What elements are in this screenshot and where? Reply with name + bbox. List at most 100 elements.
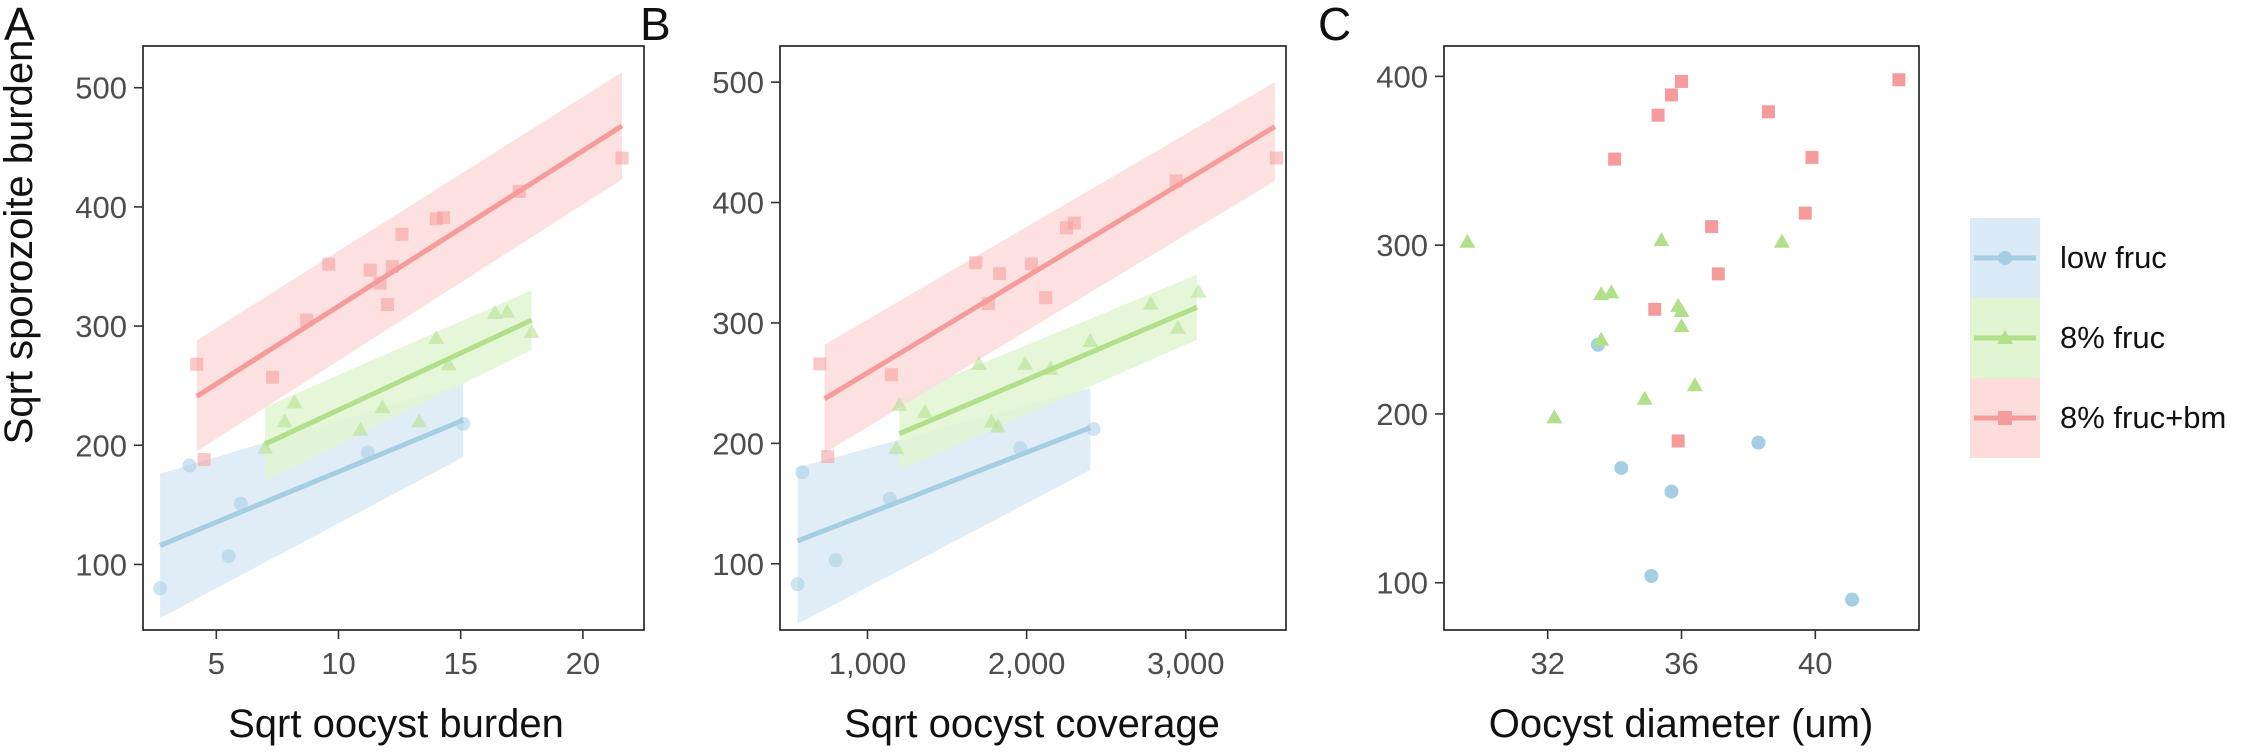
panel-a-fit-line-low-fruc — [159, 417, 465, 548]
panel-a-point-8-fruc-bm — [197, 453, 211, 467]
panel-b-x-axis-title: Sqrt oocyst coverage — [844, 702, 1220, 746]
panel-c-point-low-fruc — [1644, 568, 1659, 583]
panel-c-point-8-fruc-bm — [1651, 108, 1665, 122]
panel-b-point-8-fruc — [1082, 333, 1099, 348]
panel-c-point-8-fruc-bm — [1805, 150, 1819, 164]
panel-a-point-8-fruc-bm — [322, 257, 336, 271]
panel-a-x-tick-label: 20 — [566, 646, 600, 681]
panel-c-point-8-fruc — [1459, 233, 1476, 248]
panel-c-point-low-fruc — [1845, 592, 1860, 607]
panel-c-point-8-fruc — [1593, 331, 1610, 346]
panel-b-point-8-fruc — [916, 404, 933, 419]
panel-b-point-8-fruc — [1190, 283, 1207, 298]
panel-b: 1,000 2,000 3,000 100 200 300 400 500 — [712, 45, 1287, 681]
panel-b-point-8-fruc-bm — [884, 368, 898, 382]
panel-b-y-tick-label: 400 — [712, 186, 764, 221]
panel-c-x-tick-label: 32 — [1530, 646, 1564, 681]
panel-a: 5 10 15 20 100 200 300 400 500 — [75, 45, 645, 681]
panel-c-point-8-fruc-bm — [1761, 105, 1775, 119]
panel-label-c: C — [1318, 0, 1351, 50]
panel-b-point-8-fruc-bm — [993, 267, 1007, 281]
panel-b-y-tick-label: 300 — [712, 306, 764, 341]
legend-label-8-fruc-bm: 8% fruc+bm — [2060, 400, 2226, 435]
panel-b-x-tick-label: 3,000 — [1147, 646, 1225, 681]
panel-label-a: A — [4, 0, 35, 50]
panel-c-point-8-fruc-bm — [1608, 152, 1622, 166]
panel-c-point-8-fruc-bm — [1671, 434, 1685, 448]
panel-a-confidence-band-low-fruc — [160, 383, 464, 619]
panel-a-point-8-fruc — [352, 421, 369, 436]
panel-a-point-8-fruc — [440, 356, 457, 371]
panel-a-point-8-fruc-bm — [266, 370, 280, 384]
panel-a-y-axis-title: Sqrt sporozoite burden — [0, 40, 41, 445]
panel-c: 32 36 40 100 200 300 400 — [1376, 45, 1920, 681]
panel-b-point-8-fruc — [891, 396, 908, 411]
panel-b-point-8-fruc — [970, 355, 987, 370]
panel-b-point-low-fruc — [1086, 421, 1101, 436]
panel-a-point-8-fruc — [276, 413, 293, 428]
panel-a-point-8-fruc-bm — [190, 357, 204, 371]
panel-c-point-8-fruc-bm — [1798, 206, 1812, 220]
panel-c-x-tick-label: 40 — [1798, 646, 1832, 681]
panel-a-point-low-fruc — [221, 549, 236, 564]
panel-b-y-tick-label: 200 — [712, 426, 764, 461]
panel-a-fit-line-8-fruc — [264, 317, 533, 447]
panel-c-point-8-fruc-bm — [1675, 74, 1688, 88]
panel-c-frame — [1443, 45, 1920, 631]
panel-a-fit-line-8-fruc-bm — [195, 123, 624, 399]
panel-c-point-low-fruc — [1751, 435, 1766, 450]
legend-label-low-fruc: low fruc — [2060, 240, 2167, 275]
panel-a-point-8-fruc — [428, 330, 445, 344]
panel-a-y-tick-label: 500 — [75, 71, 127, 106]
panel-c-point-8-fruc — [1603, 284, 1620, 299]
panel-c-point-8-fruc — [1636, 390, 1653, 405]
panel-a-frame — [142, 45, 645, 631]
panel-c-x-tick-label: 36 — [1664, 646, 1698, 681]
panel-a-point-8-fruc — [286, 394, 303, 409]
panel-a-x-tick-label: 15 — [443, 646, 477, 681]
panel-a-x-axis-title: Sqrt oocyst burden — [228, 702, 564, 746]
panel-b-frame — [779, 45, 1287, 631]
panel-c-point-8-fruc-bm — [1648, 302, 1662, 316]
panel-c-point-low-fruc — [1614, 460, 1629, 475]
panel-c-point-8-fruc — [1673, 302, 1690, 317]
panel-b-confidence-band-8-fruc-bm — [824, 82, 1275, 453]
panel-b-point-8-fruc-bm — [821, 450, 835, 464]
legend: low fruc 8% fruc 8% fruc+bm — [1970, 218, 2226, 458]
panel-b-point-8-fruc — [1142, 295, 1159, 310]
panel-b-fit-line-8-fruc — [898, 304, 1198, 437]
panel-a-x-tick-label: 5 — [208, 646, 225, 681]
panel-c-point-8-fruc — [1546, 409, 1563, 424]
panel-c-point-8-fruc-bm — [1892, 73, 1906, 87]
panel-label-b: B — [640, 0, 671, 50]
panel-c-point-low-fruc — [1664, 484, 1679, 499]
panel-a-y-tick-label: 100 — [75, 547, 127, 582]
panel-b-point-low-fruc — [828, 553, 843, 568]
panel-c-point-8-fruc — [1653, 232, 1670, 247]
panel-b-y-tick-label: 500 — [712, 65, 764, 100]
panel-c-y-tick-label: 100 — [1376, 566, 1428, 601]
panel-a-y-tick-label: 200 — [75, 428, 127, 463]
panel-b-x-tick-label: 1,000 — [829, 646, 907, 681]
legend-square-icon — [1998, 411, 2012, 425]
panel-c-point-8-fruc — [1673, 318, 1690, 333]
panel-a-point-low-fruc — [153, 581, 168, 596]
panel-b-point-8-fruc-bm — [969, 256, 983, 270]
legend-triangle-icon — [1997, 330, 2013, 344]
panel-b-fit-line-low-fruc — [796, 425, 1092, 544]
panel-c-y-tick-label: 400 — [1376, 59, 1428, 94]
panel-a-point-8-fruc — [523, 324, 540, 339]
panel-a-x-tick-label: 10 — [321, 646, 355, 681]
panel-b-point-8-fruc — [888, 440, 905, 455]
panel-a-point-8-fruc-bm — [615, 151, 629, 165]
panel-b-point-8-fruc — [1017, 355, 1034, 370]
panel-b-fit-line-8-fruc-bm — [823, 124, 1277, 401]
panel-c-point-8-fruc-bm — [1711, 267, 1725, 281]
legend-label-8-fruc: 8% fruc — [2060, 320, 2165, 355]
panel-b-point-8-fruc — [989, 418, 1006, 433]
panel-a-point-low-fruc — [233, 496, 248, 511]
panel-b-y-tick-label: 100 — [712, 547, 764, 582]
panel-b-point-8-fruc-bm — [1067, 216, 1081, 230]
panel-a-point-8-fruc-bm — [380, 298, 394, 312]
